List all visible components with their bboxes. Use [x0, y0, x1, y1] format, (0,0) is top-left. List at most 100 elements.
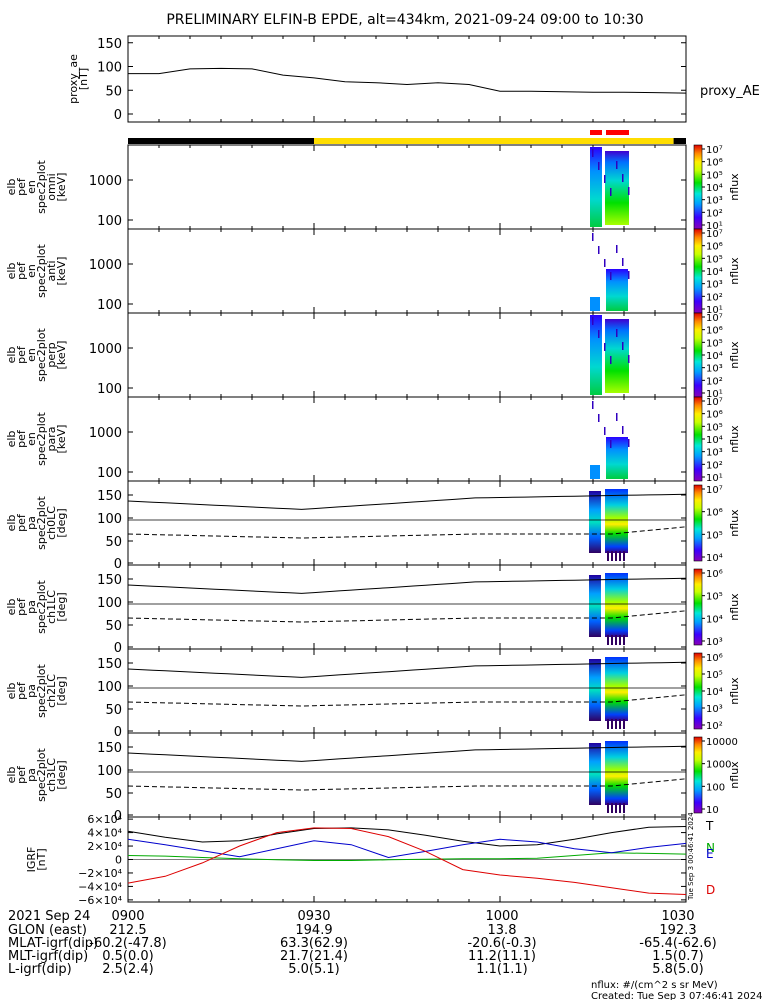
colorbar-tick-label: 10⁵	[706, 170, 723, 181]
panel-ylabel-line: omni	[45, 173, 58, 200]
time-axis-tick: 1000	[485, 909, 518, 924]
pitch-angle-speckle	[615, 719, 617, 729]
panel-ylabel-line: pef	[15, 765, 28, 784]
panel-ylabel-line: spec2plot	[35, 328, 48, 382]
y-tick-label: 50	[105, 84, 122, 99]
colorbar-tick-label: 10¹	[706, 305, 723, 316]
y-tick-label: 4×10⁴	[87, 827, 122, 840]
spectrogram-frame	[127, 480, 687, 566]
colorbar	[693, 484, 703, 562]
y-tick-label: 150	[97, 657, 122, 672]
pitch-angle-speckle	[623, 803, 625, 813]
igrf-series-N	[127, 852, 687, 861]
y-tick-label: 1000	[89, 426, 122, 441]
igrf-series-D	[127, 827, 687, 895]
panel-ylabel-line: elb	[5, 263, 18, 280]
colorbar-tick-label: 10⁶	[706, 242, 723, 253]
panel-ylabel-line: elb	[5, 515, 18, 532]
panel-ylabel-line: [deg]	[55, 760, 68, 789]
y-tick-label: 0	[114, 641, 122, 656]
colorbar-tick-label: 10³	[706, 637, 723, 648]
panel-ylabel-line: pef	[15, 177, 28, 196]
panel-ylabel-line: [keV]	[55, 257, 68, 286]
spectrogram-speckle	[622, 426, 624, 434]
spectrogram-speckle	[604, 427, 606, 435]
spectrogram-burst	[590, 297, 600, 311]
pitch-angle-speckle	[619, 635, 621, 645]
spectrogram-speckle	[610, 440, 612, 448]
pitch-angle-burst	[589, 491, 601, 553]
panel-ylabel-line: elb	[5, 683, 18, 700]
time-axis-row-label: L-igrf(dip)	[8, 962, 72, 977]
colorbar-tick-label: 10⁵	[706, 670, 723, 681]
panel-ylabel-line: elb	[5, 767, 18, 784]
footer-created: Created: Tue Sep 3 07:46:41 2024	[591, 991, 763, 1000]
colorbar-tick-label: 10⁴	[706, 183, 723, 194]
panel-ylabel-line: [keV]	[55, 173, 68, 202]
spectrogram-speckle	[610, 188, 612, 196]
panel-ylabel-line: ch3LC	[45, 758, 58, 792]
panel-ylabel-line: spec2plot	[35, 412, 48, 466]
spectrogram-frame	[127, 312, 687, 398]
y-tick-label: 50	[105, 787, 122, 802]
proxy-ae-ylabel-line: [nT]	[77, 68, 90, 90]
pitch-angle-burst	[589, 659, 601, 721]
y-tick-label: 100	[97, 61, 122, 76]
panel-ylabel-line: elb	[5, 599, 18, 616]
spectrogram-frame	[127, 144, 687, 230]
pitch-angle-speckle	[611, 635, 613, 645]
colorbar-tick-label: 10⁵	[706, 592, 723, 603]
proxy-ae-frame	[127, 35, 687, 123]
spectrogram-speckle	[592, 401, 594, 409]
pitch-angle-speckle	[615, 803, 617, 813]
panel-ylabel-line: en	[25, 432, 38, 446]
panel-ylabel-line: spec2plot	[35, 748, 48, 802]
loss-cone-line	[127, 577, 687, 594]
colorbar-tick-label: 10²	[706, 292, 723, 303]
panel-ylabel-line: pa	[25, 684, 38, 698]
spectrogram-speckle	[622, 342, 624, 350]
orbit-bar-shadow	[673, 138, 686, 144]
igrf-ylabel-line: [nT]	[35, 848, 48, 870]
time-axis-row-label: MLT-igrf(dip)	[8, 949, 88, 964]
y-tick-label: 1000	[89, 258, 122, 273]
y-tick-label: 150	[97, 37, 122, 52]
spectrogram-burst	[590, 465, 600, 479]
panel-ylabel-line: pef	[15, 429, 28, 448]
pitch-angle-speckle	[607, 803, 609, 813]
colorbar	[693, 736, 703, 814]
colorbar-tick-label: 10⁷	[706, 313, 723, 324]
colorbar-tick-label: 10⁴	[706, 351, 723, 362]
spectrogram-speckle	[628, 271, 630, 279]
spectrogram-speckle	[604, 343, 606, 351]
colorbar-tick-label: 10³	[706, 196, 723, 207]
pitch-angle-speckle	[607, 719, 609, 729]
colorbar-tick-label: 10²	[706, 208, 723, 219]
colorbar	[693, 396, 703, 482]
igrf-ylabel-line: IGRF	[25, 847, 38, 873]
spectrogram-speckle	[598, 414, 600, 422]
y-tick-label: −6×10⁴	[78, 894, 122, 907]
pitch-angle-speckle	[619, 551, 621, 561]
colorbar-tick-label: 10⁷	[706, 485, 723, 496]
panel-ylabel-line: ch2LC	[45, 674, 58, 708]
colorbar-tick-label: 10⁶	[706, 653, 723, 664]
colorbar-tick-label: 10⁷	[706, 145, 723, 156]
y-tick-label: 150	[97, 741, 122, 756]
colorbar-tick-label: 10²	[706, 376, 723, 387]
anti-loss-cone-line	[127, 694, 687, 707]
y-tick-label: −4×10⁴	[78, 880, 122, 893]
panel-ylabel-line: elb	[5, 179, 18, 196]
panel-ylabel-line: pa	[25, 768, 38, 782]
colorbar-tick-label: 10³	[706, 704, 723, 715]
colorbar-tick-label: 10⁷	[706, 229, 723, 240]
spectrogram-speckle	[628, 355, 630, 363]
colorbar-label: nflux	[728, 677, 741, 705]
colorbar-tick-label: 10⁷	[706, 397, 723, 408]
spectrogram-speckle	[592, 233, 594, 241]
panel-ylabel-line: en	[25, 180, 38, 194]
y-tick-label: 2×10⁴	[87, 840, 122, 853]
anti-loss-cone-line	[127, 526, 687, 539]
time-axis-row-value: 194.9	[295, 923, 332, 938]
